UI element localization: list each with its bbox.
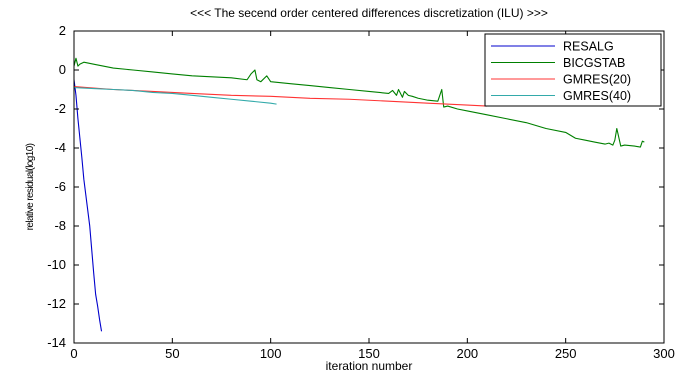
x-tick-label: 100 [260,346,282,361]
x-tick-label: 0 [70,346,77,361]
x-tick-label: 50 [165,346,179,361]
y-axis-title: relative residual(log10) [25,143,36,230]
y-tick-label: -12 [47,296,66,311]
y-tick-label: -2 [54,101,66,116]
chart-title: <<< The secend order centered difference… [190,6,548,20]
y-tick-label: -14 [47,335,66,350]
legend-label: RESALG [563,40,614,54]
series-line-gmres20 [73,86,488,107]
x-axis-title: iteration number [326,359,413,373]
x-tick-label: 150 [358,346,380,361]
x-tick-label: 200 [456,346,478,361]
legend-label: GMRES(20) [563,73,631,87]
y-tick-label: -6 [54,179,66,194]
series-line-bicgstab [73,57,645,148]
y-tick-label: -10 [47,257,66,272]
series-line-resalg [73,79,103,332]
y-tick-label: -8 [54,218,66,233]
y-tick-label: 0 [59,62,66,77]
axis-ticks: 0 50 100 150 200 250 300 2 0 -2 -4 -6 -8 -10 -12 -14 [47,23,675,361]
legend-label: GMRES(40) [563,89,631,103]
plot-series [73,57,645,332]
y-tick-label: 2 [59,23,66,38]
legend: RESALG BICGSTAB GMRES(20) GMRES(40) [484,33,662,107]
y-tick-label: -4 [54,140,66,155]
series-line-gmres40 [73,87,277,105]
x-tick-label: 250 [555,346,577,361]
x-tick-label: 300 [653,346,675,361]
legend-label: BICGSTAB [563,56,625,70]
